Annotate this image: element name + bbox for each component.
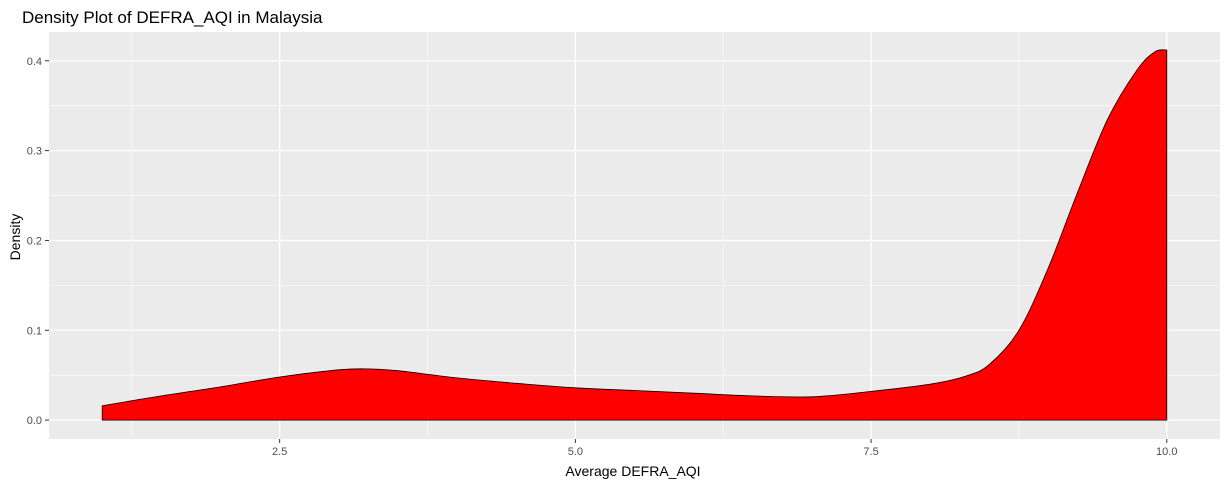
y-axis: 0.0 0.1 0.2 0.3 0.4 <box>27 56 49 427</box>
x-axis: 2.5 5.0 7.5 10.0 <box>272 439 1177 458</box>
y-tick-label-3: 0.3 <box>27 146 42 158</box>
y-tick-label-2: 0.2 <box>27 235 42 247</box>
x-tick-label-2: 7.5 <box>863 446 878 458</box>
y-axis-title: Density <box>7 214 23 261</box>
density-area <box>101 49 1168 421</box>
x-tick-label-1: 5.0 <box>568 446 583 458</box>
x-tick-label-0: 2.5 <box>272 446 287 458</box>
y-tick-label-1: 0.1 <box>27 325 42 337</box>
y-tick-label-0: 0.0 <box>27 415 42 427</box>
chart-title: Density Plot of DEFRA_AQI in Malaysia <box>22 8 323 27</box>
x-tick-label-3: 10.0 <box>1156 446 1177 458</box>
y-tick-label-4: 0.4 <box>27 56 42 68</box>
minor-gridlines <box>49 32 1220 439</box>
x-axis-title: Average DEFRA_AQI <box>565 463 700 479</box>
